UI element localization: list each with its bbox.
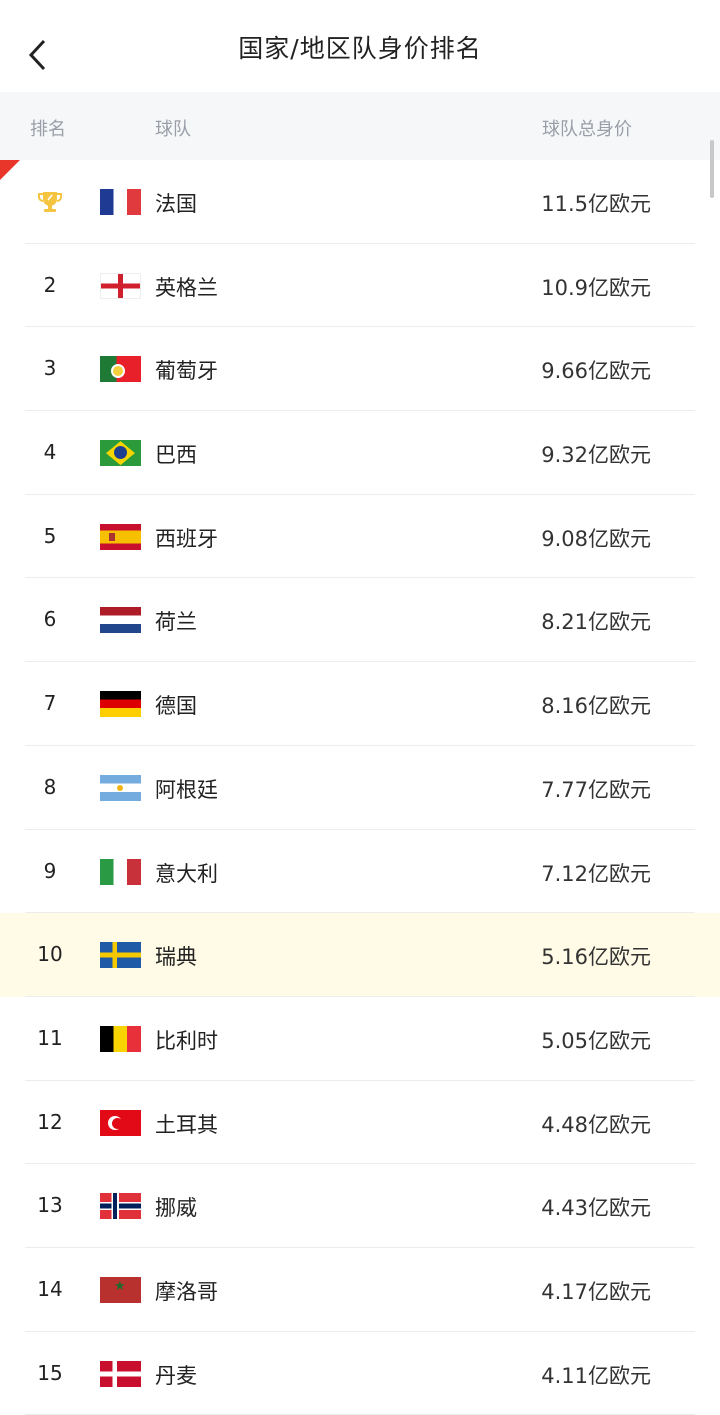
flag-pt-icon [100, 356, 141, 383]
team-value: 9.32亿欧元 [541, 443, 651, 468]
corner-badge [0, 160, 20, 180]
flag-ar-icon [100, 774, 141, 801]
trophy-icon [38, 192, 62, 212]
flag-nl-icon [100, 607, 141, 634]
table-row[interactable]: 15 丹麦 4.11亿欧元 [25, 1332, 695, 1415]
team-value: 11.5亿欧元 [541, 192, 651, 216]
table-row[interactable]: 5 西班牙 9.08亿欧元 [25, 495, 695, 579]
ranking-list: 法国 11.5亿欧元 2 英格兰 10.9亿欧元 3 葡萄牙 9.66亿欧元 4 巴西 9.32亿欧… [0, 160, 720, 1415]
nav-bar: 国家/地区队身价排名 [0, 0, 720, 92]
table-row[interactable]: 9 意大利 7.12亿欧元 [25, 830, 695, 914]
team-name: 比利时 [155, 1028, 218, 1053]
scrollbar[interactable] [710, 140, 714, 198]
flag-en-icon [100, 272, 141, 299]
rank-number: 15 [37, 1360, 63, 1385]
rank-number: 10 [37, 942, 63, 967]
table-row[interactable]: 6 荷兰 8.21亿欧元 [25, 578, 695, 663]
team-name: 摩洛哥 [155, 1279, 218, 1304]
table-row[interactable]: 14 摩洛哥 4.17亿欧元 [25, 1248, 695, 1332]
table-row[interactable]: 法国 11.5亿欧元 [25, 160, 695, 244]
flag-fr-icon [100, 189, 141, 215]
table-row[interactable]: 4 巴西 9.32亿欧元 [25, 411, 695, 495]
team-value: 5.05亿欧元 [541, 1028, 651, 1053]
team-value: 4.11亿欧元 [541, 1363, 651, 1388]
rank-number: 11 [37, 1025, 63, 1050]
team-value: 5.16亿欧元 [541, 945, 651, 970]
table-row[interactable]: 13 挪威 4.43亿欧元 [25, 1164, 695, 1248]
table-header: 排名 球队 球队总身价 [0, 92, 720, 160]
table-row[interactable]: 11 比利时 5.05亿欧元 [25, 997, 695, 1081]
flag-it-icon [100, 858, 141, 885]
team-value: 10.9亿欧元 [541, 275, 651, 300]
team-name: 土耳其 [155, 1112, 218, 1137]
table-row[interactable]: 7 德国 8.16亿欧元 [25, 662, 695, 746]
flag-es-icon [100, 523, 141, 550]
team-value: 7.77亿欧元 [541, 777, 651, 802]
flag-se-icon [100, 942, 141, 969]
flag-br-icon [100, 440, 141, 467]
flag-be-icon [100, 1025, 141, 1052]
team-name: 阿根廷 [155, 777, 218, 802]
team-name: 葡萄牙 [155, 359, 218, 384]
team-name: 德国 [155, 694, 197, 719]
rank-number: 6 [43, 607, 57, 632]
page-title: 国家/地区队身价排名 [238, 34, 482, 63]
rank-number: 7 [43, 691, 57, 716]
table-row[interactable]: 12 土耳其 4.48亿欧元 [25, 1081, 695, 1165]
rank-number: 12 [37, 1109, 63, 1134]
team-name: 巴西 [155, 443, 197, 468]
flag-dk-icon [100, 1360, 141, 1387]
rank-number: 3 [43, 356, 57, 381]
team-name: 西班牙 [155, 526, 218, 551]
team-name: 法国 [155, 192, 197, 216]
rank-number: 5 [43, 523, 57, 548]
team-value: 4.17亿欧元 [541, 1279, 651, 1304]
team-name: 挪威 [155, 1196, 197, 1221]
team-name: 英格兰 [155, 275, 218, 300]
team-name: 瑞典 [155, 945, 197, 970]
flag-ma-icon [100, 1276, 141, 1303]
table-row[interactable]: 2 英格兰 10.9亿欧元 [25, 244, 695, 328]
rank-number: 9 [43, 858, 57, 883]
team-name: 丹麦 [155, 1363, 197, 1388]
flag-tr-icon [100, 1109, 141, 1136]
chevron-left-icon[interactable] [26, 38, 50, 72]
table-row[interactable]: 8 阿根廷 7.77亿欧元 [25, 746, 695, 830]
table-row[interactable]: 10 瑞典 5.16亿欧元 [0, 913, 720, 997]
team-value: 8.16亿欧元 [541, 694, 651, 719]
team-value: 9.66亿欧元 [541, 359, 651, 384]
rank-number: 13 [37, 1193, 63, 1218]
flag-de-icon [100, 691, 141, 718]
team-name: 意大利 [155, 861, 218, 886]
flag-no-icon [100, 1193, 141, 1220]
rank-number: 2 [43, 272, 57, 297]
team-value: 4.48亿欧元 [541, 1112, 651, 1137]
column-team: 球队 [155, 119, 191, 140]
team-name: 荷兰 [155, 610, 197, 635]
team-value: 9.08亿欧元 [541, 526, 651, 551]
table-row[interactable]: 3 葡萄牙 9.66亿欧元 [25, 327, 695, 412]
rank-number: 14 [37, 1276, 63, 1301]
rank-number: 4 [43, 440, 57, 465]
column-rank: 排名 [30, 119, 66, 140]
column-value: 球队总身价 [542, 119, 632, 140]
team-value: 8.21亿欧元 [541, 610, 651, 635]
team-value: 7.12亿欧元 [541, 861, 651, 886]
team-value: 4.43亿欧元 [541, 1196, 651, 1221]
rank-number: 8 [43, 774, 57, 799]
